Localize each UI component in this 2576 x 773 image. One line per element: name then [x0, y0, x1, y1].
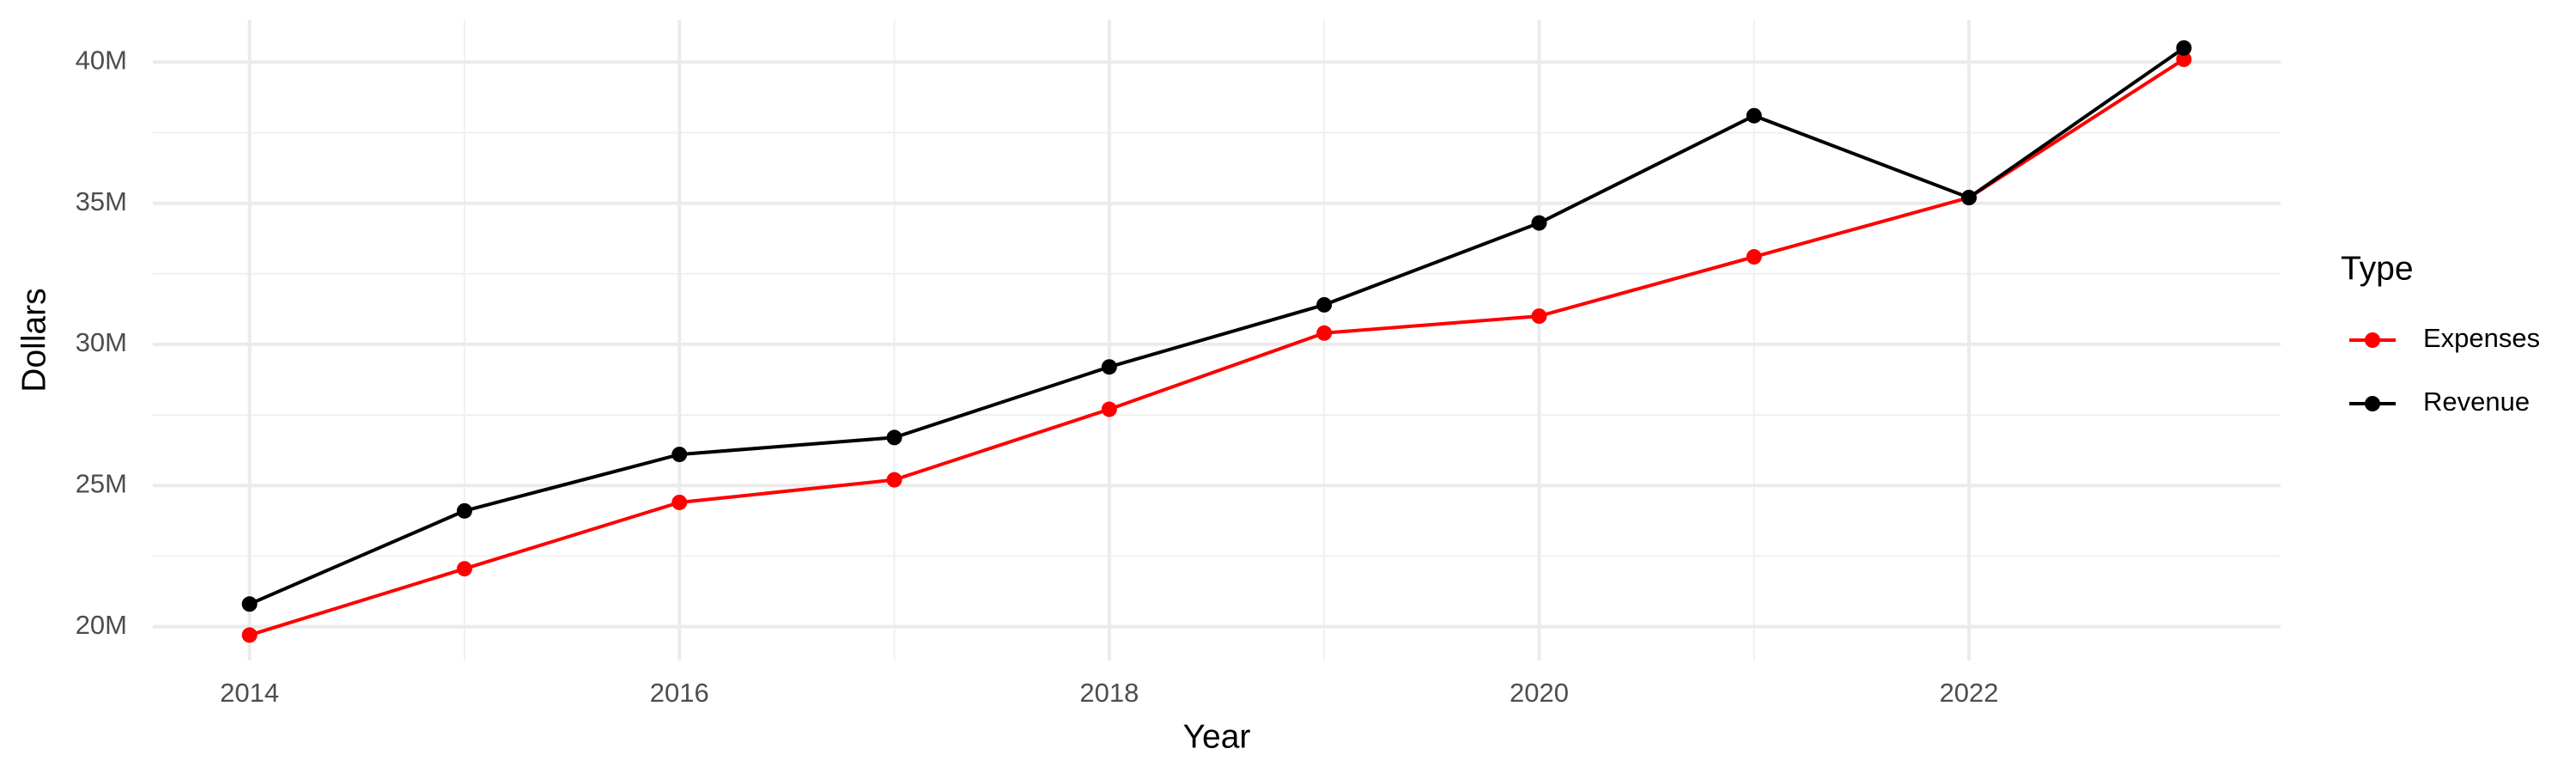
data-point: [1746, 249, 1762, 265]
data-point: [2176, 40, 2192, 56]
legend-marker: [2365, 396, 2380, 411]
y-tick-label: 20M: [76, 610, 127, 640]
data-point: [886, 429, 902, 446]
legend-label: Expenses: [2423, 323, 2540, 353]
data-point: [1316, 325, 1333, 341]
x-axis-title: Year: [1183, 718, 1251, 755]
x-tick-label: 2016: [650, 678, 709, 708]
data-point: [1531, 215, 1547, 231]
x-tick-label: 2014: [220, 678, 279, 708]
data-point: [456, 502, 472, 519]
x-tick-label: 2018: [1079, 678, 1139, 708]
data-point: [1101, 359, 1117, 375]
y-tick-label: 35M: [76, 186, 127, 216]
data-point: [1101, 401, 1117, 417]
legend-title: Type: [2341, 250, 2414, 287]
data-point: [671, 494, 688, 510]
data-point: [1746, 107, 1762, 124]
y-tick-label: 30M: [76, 327, 127, 357]
data-point: [1316, 296, 1333, 313]
legend-label: Revenue: [2423, 386, 2530, 417]
x-tick-label: 2020: [1510, 678, 1569, 708]
data-point: [671, 447, 688, 463]
data-point: [2176, 52, 2192, 68]
y-axis-title: Dollars: [15, 288, 52, 392]
data-point: [456, 561, 472, 577]
legend-marker: [2365, 332, 2380, 348]
data-point: [241, 596, 258, 612]
series-line: [249, 58, 2185, 637]
data-point: [241, 627, 258, 643]
y-tick-label: 25M: [76, 468, 127, 498]
data-point: [1531, 308, 1547, 325]
data-point: [1961, 190, 1978, 206]
data-point: [886, 472, 902, 488]
x-tick-label: 2022: [1940, 678, 1999, 708]
series-line: [248, 46, 2185, 606]
y-tick-label: 40M: [76, 45, 127, 75]
